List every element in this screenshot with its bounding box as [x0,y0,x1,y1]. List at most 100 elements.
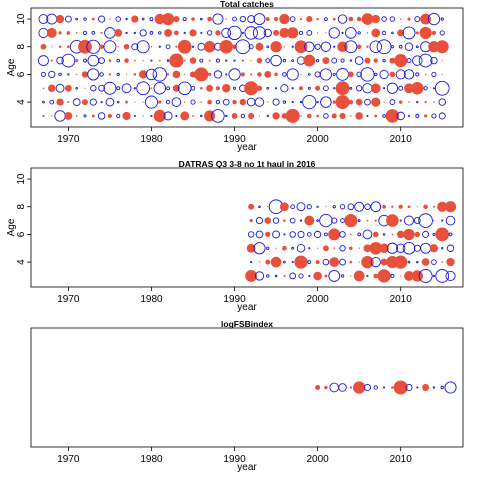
positive-residual-bubble [189,29,197,37]
y-tick-label: 4 [16,99,27,105]
negative-residual-bubble [75,17,79,21]
positive-residual-bubble [64,111,73,120]
positive-residual-bubble [245,269,258,282]
negative-residual-bubble [158,45,161,48]
negative-residual-bubble [435,269,450,283]
negative-residual-bubble [221,27,232,38]
positive-residual-bubble [58,31,62,35]
positive-residual-bubble [315,384,321,391]
negative-residual-bubble [340,218,345,223]
negative-residual-bubble [136,40,150,54]
negative-residual-bubble [340,274,345,278]
negative-residual-bubble [291,101,294,104]
negative-residual-bubble [254,271,265,281]
positive-residual-bubble [424,73,427,76]
negative-residual-bubble [307,86,311,90]
positive-residual-bubble [435,40,449,54]
negative-residual-bubble [427,12,441,26]
negative-residual-bubble [64,15,72,23]
positive-residual-bubble [200,86,203,90]
x-tick-label: 1980 [140,454,163,465]
positive-residual-bubble [372,231,379,238]
positive-residual-bubble [65,84,72,92]
negative-residual-bubble [91,31,96,35]
negative-residual-bubble [232,86,237,90]
positive-residual-bubble [232,99,237,105]
negative-residual-bubble [290,204,296,210]
negative-residual-bubble [246,97,256,107]
negative-residual-bubble [258,205,261,209]
negative-residual-bubble [304,41,315,53]
negative-residual-bubble [307,73,311,76]
negative-residual-bubble [252,26,267,40]
positive-residual-bubble [361,13,374,25]
positive-residual-bubble [356,16,362,22]
positive-residual-bubble [40,43,47,50]
positive-residual-bubble [306,15,313,23]
positive-residual-bubble [364,57,371,64]
negative-residual-bubble [344,40,358,54]
negative-residual-bubble [98,15,106,23]
negative-residual-bubble [406,58,412,63]
positive-residual-bubble [154,13,165,25]
negative-residual-bubble [339,245,346,252]
negative-residual-bubble [270,54,282,67]
positive-residual-bubble [325,206,327,208]
positive-residual-bubble [248,203,255,210]
positive-residual-bubble [207,72,212,77]
negative-residual-bubble [296,202,306,212]
negative-residual-bubble [441,219,444,222]
positive-residual-bubble [173,15,180,23]
negative-residual-bubble [48,70,56,79]
negative-residual-bubble [272,98,280,106]
positive-residual-bubble [373,58,378,63]
positive-residual-bubble [385,109,400,123]
negative-residual-bubble [100,100,103,104]
positive-residual-bubble [332,17,336,21]
x-tick-label: 2010 [390,134,413,145]
positive-residual-bubble [411,82,424,95]
positive-residual-bubble [58,45,62,49]
negative-residual-bubble [322,258,330,266]
positive-residual-bubble [433,219,435,222]
negative-residual-bubble [360,67,375,82]
negative-residual-bubble [282,58,287,63]
negative-residual-bubble [445,270,456,282]
positive-residual-bubble [231,113,238,119]
negative-residual-bubble [374,72,378,77]
positive-residual-bubble [306,113,312,119]
positive-residual-bubble [316,114,319,118]
negative-residual-bubble [298,30,304,35]
positive-residual-bubble [99,44,104,50]
negative-residual-bubble [299,219,303,222]
positive-residual-bubble [371,97,381,107]
negative-residual-bubble [354,201,365,212]
positive-residual-bubble [300,73,302,76]
positive-residual-bubble [398,204,403,209]
y-axis-label: Age [6,218,17,236]
positive-residual-bubble [174,30,179,36]
y-tick-label: 6 [16,71,27,77]
negative-residual-bubble [131,43,139,51]
positive-residual-bubble [374,219,377,222]
positive-residual-bubble [374,114,378,118]
negative-residual-bubble [439,30,445,36]
positive-residual-bubble [316,17,319,21]
positive-residual-bubble [273,29,280,36]
positive-residual-bubble [108,59,112,62]
negative-residual-bubble [338,383,347,392]
negative-residual-bubble [233,59,236,62]
negative-residual-bubble [418,213,433,228]
positive-residual-bubble [435,227,450,242]
negative-residual-bubble [266,246,270,250]
positive-residual-bubble [172,70,181,79]
positive-residual-bubble [258,115,261,117]
negative-residual-bubble [431,71,437,78]
positive-residual-bubble [304,215,315,226]
negative-residual-bubble [40,71,46,77]
negative-residual-bubble [315,58,320,63]
negative-residual-bubble [247,15,256,23]
negative-residual-bubble [339,231,346,238]
positive-residual-bubble [183,59,186,62]
positive-residual-bubble [285,108,300,123]
